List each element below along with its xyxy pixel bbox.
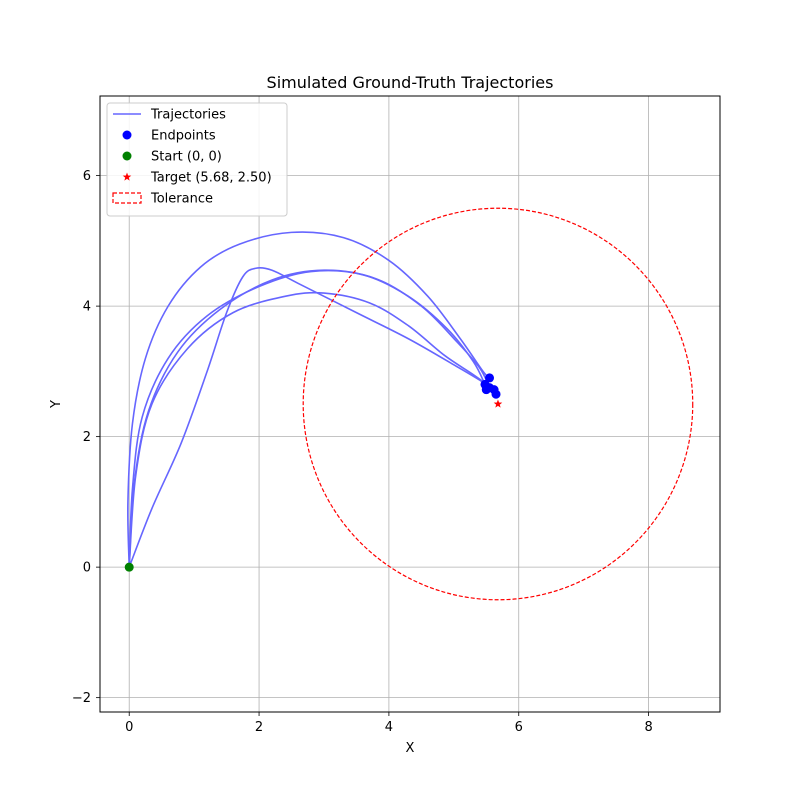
endpoint-marker [491, 389, 501, 399]
legend: Trajectories Endpoints Start (0, 0) Target … [106, 102, 288, 217]
x-tick-label: 6 [515, 720, 523, 735]
legend-label: Target (5.68, 2.50) [150, 171, 272, 186]
x-axis-label: X [406, 741, 415, 756]
trajectory-line [128, 291, 495, 568]
legend-handle-box [112, 192, 142, 204]
chart-title: Simulated Ground-Truth Trajectories [267, 73, 554, 92]
trajectory-line [128, 269, 486, 568]
legend-handle-dot [122, 151, 132, 161]
trajectory-line [127, 231, 491, 568]
x-tick-label: 8 [644, 720, 652, 735]
y-tick-label: −2 [72, 691, 91, 706]
legend-label: Endpoints [151, 129, 216, 144]
legend-label: Start (0, 0) [151, 150, 222, 165]
legend-handle-dot [122, 130, 132, 140]
target-marker [493, 399, 503, 408]
y-tick-label: 2 [83, 430, 91, 445]
legend-label: Tolerance [150, 192, 213, 207]
plot-area [124, 207, 694, 601]
start-marker [124, 562, 134, 572]
endpoint-marker [485, 373, 495, 383]
legend-box [106, 102, 288, 217]
x-tick-label: 0 [125, 720, 133, 735]
trajectory-line [128, 266, 497, 568]
endpoint-marker [481, 385, 491, 395]
legend-label: Trajectories [150, 108, 226, 123]
legend-handle-star [122, 172, 132, 181]
y-axis-label: Y [49, 400, 64, 409]
y-tick-label: 6 [83, 169, 91, 184]
ticks: 0 2 4 6 8 −2 0 2 4 6 [72, 169, 653, 735]
axes-frame [99, 95, 721, 713]
grid [100, 96, 720, 712]
y-tick-label: 0 [83, 561, 91, 576]
tolerance-circle [302, 207, 694, 601]
y-tick-label: 4 [83, 300, 91, 315]
x-tick-label: 2 [255, 720, 263, 735]
x-tick-label: 4 [385, 720, 393, 735]
